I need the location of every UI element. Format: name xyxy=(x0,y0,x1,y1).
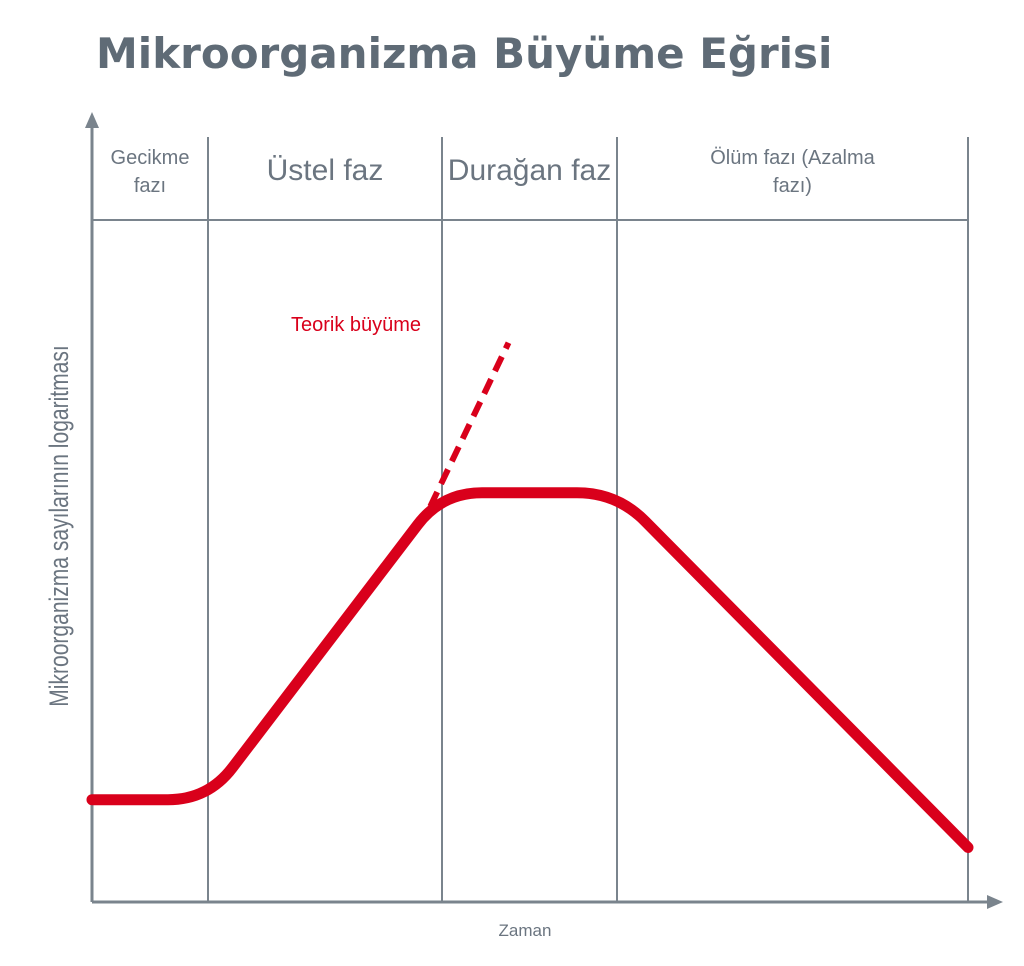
growth-curve-line xyxy=(86,487,974,853)
phase-label-line: Durağan faz xyxy=(448,154,611,187)
chart-title: Mikroorganizma Büyüme Eğrisi xyxy=(96,29,832,78)
phase-label-line: Ölüm fazı (Azalma xyxy=(710,147,875,169)
phase-label: Üstel faz xyxy=(267,154,384,187)
theoretical-growth-label: Teorik büyüme xyxy=(291,314,421,336)
theoretical-growth-line xyxy=(427,341,512,508)
phase-labels: Gecikme fazı Üstel faz Durağan faz Ölüm fazı… xyxy=(111,147,876,197)
phase-label-line: fazı xyxy=(134,175,166,197)
y-axis-label: Mikroorganizma sayılarının logaritması xyxy=(45,345,75,707)
axes xyxy=(85,112,1003,909)
growth-curves xyxy=(86,341,974,853)
phase-label-line: fazı) xyxy=(773,175,812,197)
phase-label-line: Gecikme xyxy=(111,147,190,169)
y-axis-arrow-icon xyxy=(85,112,99,128)
x-axis-arrow-icon xyxy=(987,895,1003,909)
phase-dividers xyxy=(207,137,969,902)
phase-label: Durağan faz xyxy=(448,154,611,187)
phase-label-line: Üstel faz xyxy=(267,154,384,187)
phase-label: Ölüm fazı (Azalma fazı) xyxy=(710,147,875,197)
x-axis-label: Zaman xyxy=(499,921,552,940)
phase-label: Gecikme fazı xyxy=(111,147,190,197)
